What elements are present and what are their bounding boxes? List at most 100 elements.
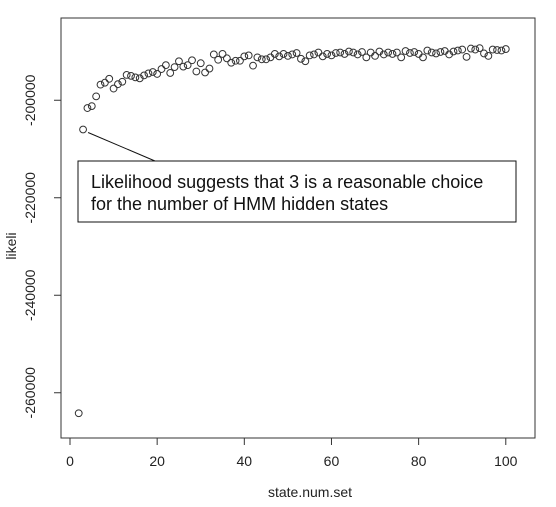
data-point	[257, 55, 266, 64]
data-point	[118, 77, 127, 86]
data-point	[96, 80, 105, 89]
data-point	[475, 44, 484, 52]
data-point	[196, 59, 205, 68]
data-point	[353, 50, 362, 59]
data-point	[345, 47, 353, 56]
data-point	[318, 52, 327, 61]
data-point	[471, 45, 480, 54]
data-point	[114, 80, 122, 89]
data-point	[497, 46, 506, 55]
data-point	[201, 68, 209, 77]
data-point	[105, 74, 114, 83]
y-axis-title: likeli	[3, 232, 19, 259]
data-point	[205, 64, 214, 73]
data-point	[218, 50, 227, 58]
data-point	[74, 409, 83, 418]
data-point	[453, 46, 462, 55]
y-tick-label: -260000	[22, 367, 38, 419]
annotation-pointer-line	[87, 132, 156, 162]
data-point	[432, 49, 440, 58]
data-point	[484, 51, 493, 60]
data-point	[406, 49, 414, 57]
data-point	[188, 56, 196, 65]
data-point	[240, 52, 249, 61]
data-point	[100, 78, 109, 87]
data-point	[467, 44, 475, 53]
data-point	[179, 62, 188, 71]
data-point	[131, 73, 140, 82]
data-point	[384, 48, 393, 57]
data-point	[183, 61, 192, 70]
x-tick-label: 0	[66, 453, 74, 469]
y-tick-label: -240000	[22, 269, 38, 321]
data-point	[480, 49, 488, 58]
data-point	[310, 50, 318, 59]
data-point	[488, 45, 497, 54]
data-point	[227, 58, 236, 67]
data-point	[436, 48, 445, 56]
data-point	[301, 57, 310, 66]
data-point	[279, 50, 288, 58]
data-point	[349, 48, 358, 57]
data-point	[371, 51, 379, 60]
data-point	[262, 55, 271, 64]
data-point	[79, 125, 87, 134]
data-point	[92, 92, 101, 101]
data-point	[236, 56, 244, 65]
data-point	[423, 46, 432, 55]
data-point	[231, 56, 240, 65]
data-point	[292, 49, 301, 57]
y-axis: -260000 -240000 -220000 -200000	[22, 74, 62, 419]
x-tick-label: 100	[494, 453, 518, 469]
y-tick-label: -200000	[22, 74, 38, 126]
data-point	[462, 52, 471, 61]
x-axis-title: state.num.set	[268, 484, 352, 500]
data-point	[253, 53, 262, 62]
data-point	[175, 57, 183, 66]
data-point	[157, 65, 166, 73]
x-tick-label: 20	[149, 453, 165, 469]
data-point	[314, 48, 323, 57]
annotation-text-line-1: Likelihood suggests that 3 is a reasonab…	[91, 172, 483, 192]
data-point	[148, 68, 157, 76]
data-point	[192, 67, 201, 76]
data-point	[419, 53, 427, 62]
data-point	[244, 51, 253, 60]
data-point	[122, 71, 131, 79]
annotation-box	[77, 160, 517, 223]
data-point	[297, 54, 305, 63]
data-point	[288, 50, 297, 59]
data-point	[336, 48, 345, 57]
data-point	[410, 48, 419, 56]
data-point	[358, 48, 366, 56]
data-point	[270, 50, 279, 58]
data-point	[222, 54, 231, 63]
data-point	[327, 51, 336, 60]
data-points	[74, 44, 510, 418]
data-point	[493, 46, 501, 54]
data-point	[388, 50, 397, 58]
data-point	[109, 84, 118, 93]
data-point	[170, 63, 179, 71]
data-point	[501, 45, 510, 53]
data-point	[249, 61, 257, 70]
data-point	[140, 71, 148, 80]
data-point	[127, 71, 135, 80]
data-point	[392, 48, 401, 57]
data-point	[166, 69, 175, 77]
data-point	[449, 47, 458, 56]
data-point	[87, 102, 96, 110]
data-point	[161, 61, 170, 70]
data-point	[153, 70, 162, 78]
data-point	[331, 49, 340, 57]
x-tick-label: 80	[411, 453, 427, 469]
data-point	[144, 69, 153, 78]
data-point	[458, 45, 467, 54]
data-point	[340, 50, 349, 58]
y-tick-label: -220000	[22, 172, 38, 224]
x-axis: 0 20 40 60 80 100	[66, 437, 518, 469]
data-point	[401, 47, 410, 55]
data-point	[397, 53, 406, 62]
